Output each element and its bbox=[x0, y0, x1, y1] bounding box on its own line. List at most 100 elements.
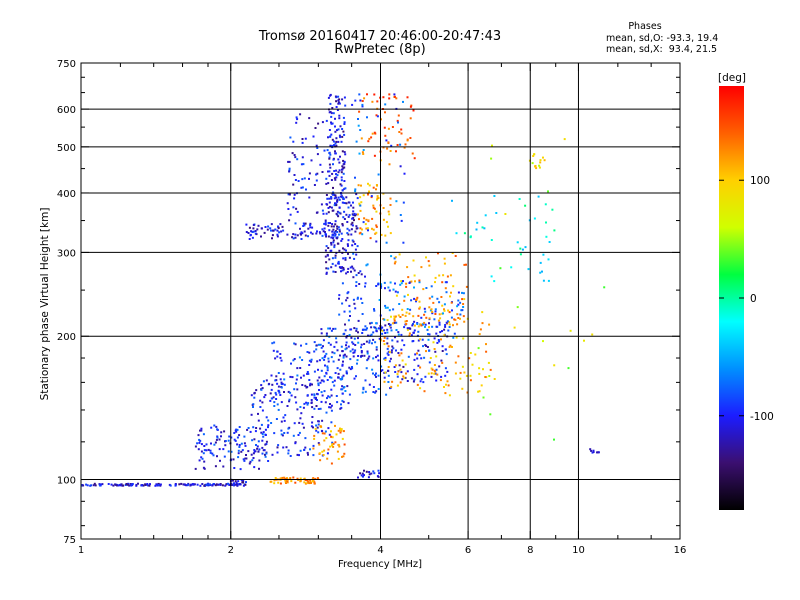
data-point bbox=[253, 450, 256, 453]
data-point bbox=[408, 334, 411, 337]
data-point bbox=[352, 206, 355, 209]
data-point bbox=[375, 188, 377, 191]
data-point bbox=[425, 256, 427, 259]
data-point bbox=[307, 235, 309, 238]
data-point bbox=[389, 204, 392, 206]
data-point bbox=[398, 303, 401, 305]
data-point bbox=[279, 477, 282, 480]
data-point bbox=[252, 457, 255, 459]
data-point bbox=[289, 136, 292, 139]
data-point bbox=[491, 144, 493, 147]
data-point bbox=[342, 198, 345, 200]
data-point bbox=[338, 266, 341, 269]
data-point bbox=[442, 312, 444, 315]
data-point bbox=[325, 194, 328, 196]
data-point bbox=[299, 406, 302, 408]
data-point bbox=[397, 333, 400, 336]
data-point bbox=[431, 312, 434, 315]
data-point bbox=[404, 376, 407, 379]
data-point bbox=[336, 231, 339, 233]
data-point bbox=[356, 362, 358, 365]
data-point bbox=[389, 197, 392, 200]
data-point bbox=[389, 232, 392, 235]
data-point bbox=[477, 347, 480, 350]
data-point bbox=[257, 419, 260, 422]
data-point bbox=[413, 378, 416, 381]
data-point bbox=[323, 222, 326, 225]
data-point bbox=[337, 158, 340, 161]
data-point bbox=[216, 455, 218, 458]
data-point bbox=[341, 376, 344, 379]
data-point bbox=[388, 213, 391, 216]
data-point bbox=[345, 299, 348, 302]
data-point bbox=[419, 323, 422, 326]
data-point bbox=[535, 167, 538, 170]
data-point bbox=[237, 449, 240, 452]
data-point bbox=[276, 355, 279, 358]
data-point bbox=[378, 327, 381, 330]
data-point bbox=[320, 346, 323, 349]
data-point bbox=[343, 202, 346, 204]
data-point bbox=[339, 183, 342, 186]
data-point bbox=[260, 423, 263, 426]
data-point bbox=[291, 236, 294, 239]
data-point bbox=[341, 165, 344, 168]
data-point bbox=[355, 375, 357, 378]
data-point bbox=[185, 484, 187, 487]
data-point bbox=[330, 249, 333, 252]
data-point bbox=[397, 352, 400, 354]
data-point bbox=[286, 202, 289, 205]
data-point bbox=[337, 226, 340, 229]
data-point bbox=[324, 401, 327, 404]
data-point bbox=[204, 484, 207, 487]
data-point bbox=[397, 331, 400, 334]
data-point bbox=[338, 161, 341, 164]
data-point bbox=[504, 213, 507, 215]
data-point bbox=[377, 469, 380, 472]
data-point bbox=[331, 237, 334, 240]
data-point bbox=[300, 344, 302, 347]
data-point bbox=[404, 143, 407, 146]
data-point bbox=[337, 242, 340, 245]
data-point bbox=[264, 394, 267, 396]
data-point bbox=[300, 163, 303, 166]
data-point bbox=[341, 378, 344, 381]
data-point bbox=[347, 244, 349, 247]
data-point bbox=[372, 470, 375, 473]
data-point bbox=[334, 234, 337, 237]
data-point bbox=[315, 405, 318, 407]
data-point bbox=[411, 152, 414, 155]
data-point bbox=[337, 102, 340, 105]
data-point bbox=[313, 394, 316, 397]
data-point bbox=[252, 452, 255, 455]
data-point bbox=[412, 380, 415, 383]
data-point bbox=[321, 379, 324, 382]
data-point bbox=[313, 434, 316, 437]
data-point bbox=[341, 302, 344, 305]
data-point bbox=[315, 429, 318, 432]
data-point bbox=[454, 255, 457, 257]
data-point bbox=[348, 304, 351, 307]
data-point bbox=[340, 184, 343, 187]
data-point bbox=[293, 358, 296, 360]
data-point bbox=[383, 343, 386, 346]
data-point bbox=[499, 267, 502, 270]
data-point bbox=[428, 306, 431, 309]
data-point bbox=[413, 358, 416, 361]
data-point bbox=[277, 389, 280, 392]
data-point bbox=[375, 114, 378, 117]
data-point bbox=[337, 376, 340, 379]
data-point bbox=[424, 375, 427, 378]
data-point bbox=[430, 367, 433, 370]
data-point bbox=[391, 339, 394, 342]
data-point bbox=[438, 301, 441, 304]
data-point bbox=[368, 190, 370, 193]
data-point bbox=[419, 366, 422, 369]
data-point bbox=[357, 341, 360, 344]
data-point bbox=[344, 329, 347, 332]
data-point bbox=[252, 426, 255, 429]
data-point bbox=[352, 276, 355, 279]
data-point bbox=[394, 336, 396, 339]
data-point bbox=[341, 385, 344, 388]
data-point bbox=[347, 267, 350, 270]
